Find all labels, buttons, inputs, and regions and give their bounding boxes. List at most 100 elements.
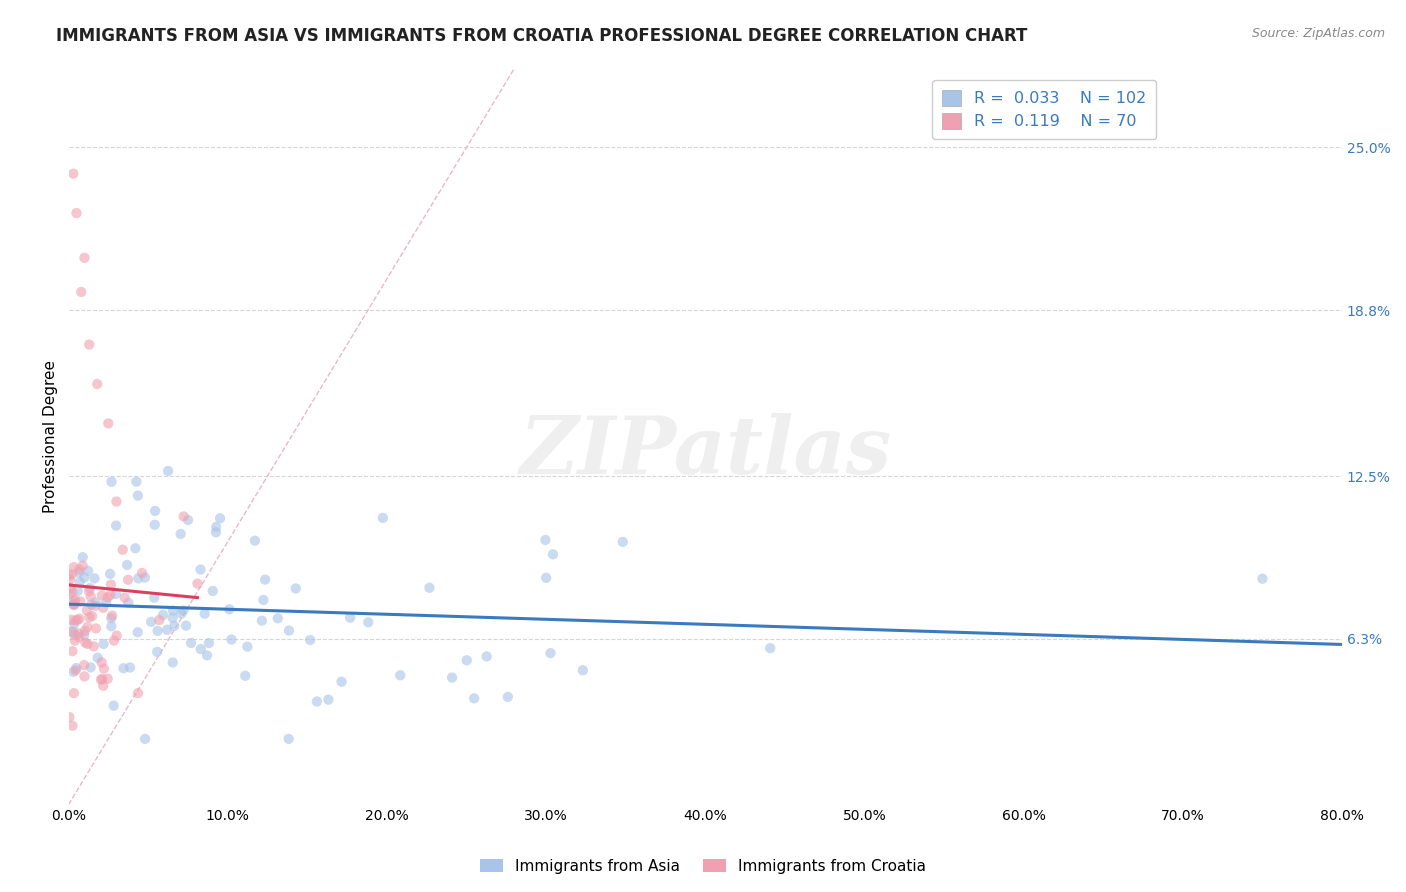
- Legend: R =  0.033    N = 102, R =  0.119    N = 70: R = 0.033 N = 102, R = 0.119 N = 70: [932, 80, 1156, 139]
- Point: [143, 517, 166, 532]
- Point: [173, 509, 195, 524]
- Point: [63, 616, 86, 631]
- Point: [127, 489, 149, 503]
- Point: [73, 669, 96, 683]
- Point: [357, 615, 380, 630]
- Point: [63, 633, 86, 648]
- Point: [463, 691, 485, 706]
- Point: [69, 594, 91, 608]
- Legend: Immigrants from Asia, Immigrants from Croatia: Immigrants from Asia, Immigrants from Cr…: [474, 853, 932, 880]
- Point: [76, 637, 98, 651]
- Point: [236, 640, 259, 654]
- Point: [97, 672, 120, 686]
- Point: [86, 650, 108, 665]
- Text: Source: ZipAtlas.com: Source: ZipAtlas.com: [1251, 27, 1385, 40]
- Point: [233, 669, 256, 683]
- Point: [131, 566, 153, 580]
- Point: [63, 686, 86, 700]
- Point: [76, 603, 98, 617]
- Point: [59, 581, 82, 595]
- Point: [205, 520, 228, 534]
- Point: [112, 661, 135, 675]
- Point: [58, 587, 80, 601]
- Point: [63, 597, 86, 611]
- Point: [100, 619, 122, 633]
- Point: [98, 566, 121, 581]
- Point: [162, 611, 184, 625]
- Point: [79, 610, 101, 624]
- Point: [90, 656, 112, 670]
- Point: [84, 621, 107, 635]
- Point: [124, 541, 146, 556]
- Point: [456, 653, 478, 667]
- Point: [65, 664, 87, 678]
- Point: [759, 641, 782, 656]
- Point: [72, 550, 94, 565]
- Point: [83, 640, 105, 654]
- Point: [127, 625, 149, 640]
- Point: [194, 607, 217, 621]
- Point: [104, 587, 127, 601]
- Point: [163, 619, 186, 633]
- Point: [83, 571, 105, 585]
- Point: [134, 731, 156, 746]
- Text: IMMIGRANTS FROM ASIA VS IMMIGRANTS FROM CROATIA PROFESSIONAL DEGREE CORRELATION : IMMIGRANTS FROM ASIA VS IMMIGRANTS FROM …: [56, 27, 1028, 45]
- Point: [201, 584, 224, 599]
- Point: [117, 573, 139, 587]
- Point: [148, 613, 170, 627]
- Point: [73, 628, 96, 642]
- Point: [91, 679, 114, 693]
- Point: [496, 690, 519, 704]
- Point: [127, 686, 149, 700]
- Point: [82, 609, 104, 624]
- Point: [103, 633, 125, 648]
- Point: [63, 628, 86, 642]
- Point: [180, 636, 202, 650]
- Point: [62, 167, 84, 181]
- Point: [252, 593, 274, 607]
- Point: [67, 566, 90, 580]
- Point: [205, 525, 228, 540]
- Point: [318, 692, 340, 706]
- Point: [73, 658, 96, 673]
- Point: [100, 475, 122, 489]
- Point: [243, 533, 266, 548]
- Point: [162, 604, 184, 618]
- Point: [111, 542, 134, 557]
- Point: [190, 562, 212, 576]
- Point: [284, 582, 307, 596]
- Point: [60, 567, 83, 582]
- Point: [612, 534, 634, 549]
- Point: [127, 571, 149, 585]
- Point: [62, 585, 84, 599]
- Point: [186, 576, 208, 591]
- Point: [67, 612, 90, 626]
- Point: [67, 626, 90, 640]
- Point: [97, 591, 120, 605]
- Point: [170, 607, 193, 621]
- Point: [418, 581, 440, 595]
- Point: [134, 570, 156, 584]
- Point: [60, 624, 83, 639]
- Point: [65, 614, 87, 628]
- Point: [84, 595, 107, 609]
- Point: [162, 656, 184, 670]
- Point: [103, 698, 125, 713]
- Point: [69, 574, 91, 589]
- Point: [100, 577, 122, 591]
- Point: [115, 558, 138, 572]
- Point: [77, 584, 100, 599]
- Point: [62, 593, 84, 607]
- Point: [60, 613, 83, 627]
- Point: [534, 533, 557, 547]
- Point: [141, 615, 163, 629]
- Point: [120, 660, 142, 674]
- Point: [86, 376, 108, 391]
- Point: [77, 337, 100, 351]
- Point: [339, 610, 361, 624]
- Point: [152, 607, 174, 622]
- Point: [65, 661, 87, 675]
- Point: [77, 564, 100, 578]
- Point: [58, 710, 80, 724]
- Point: [91, 600, 114, 615]
